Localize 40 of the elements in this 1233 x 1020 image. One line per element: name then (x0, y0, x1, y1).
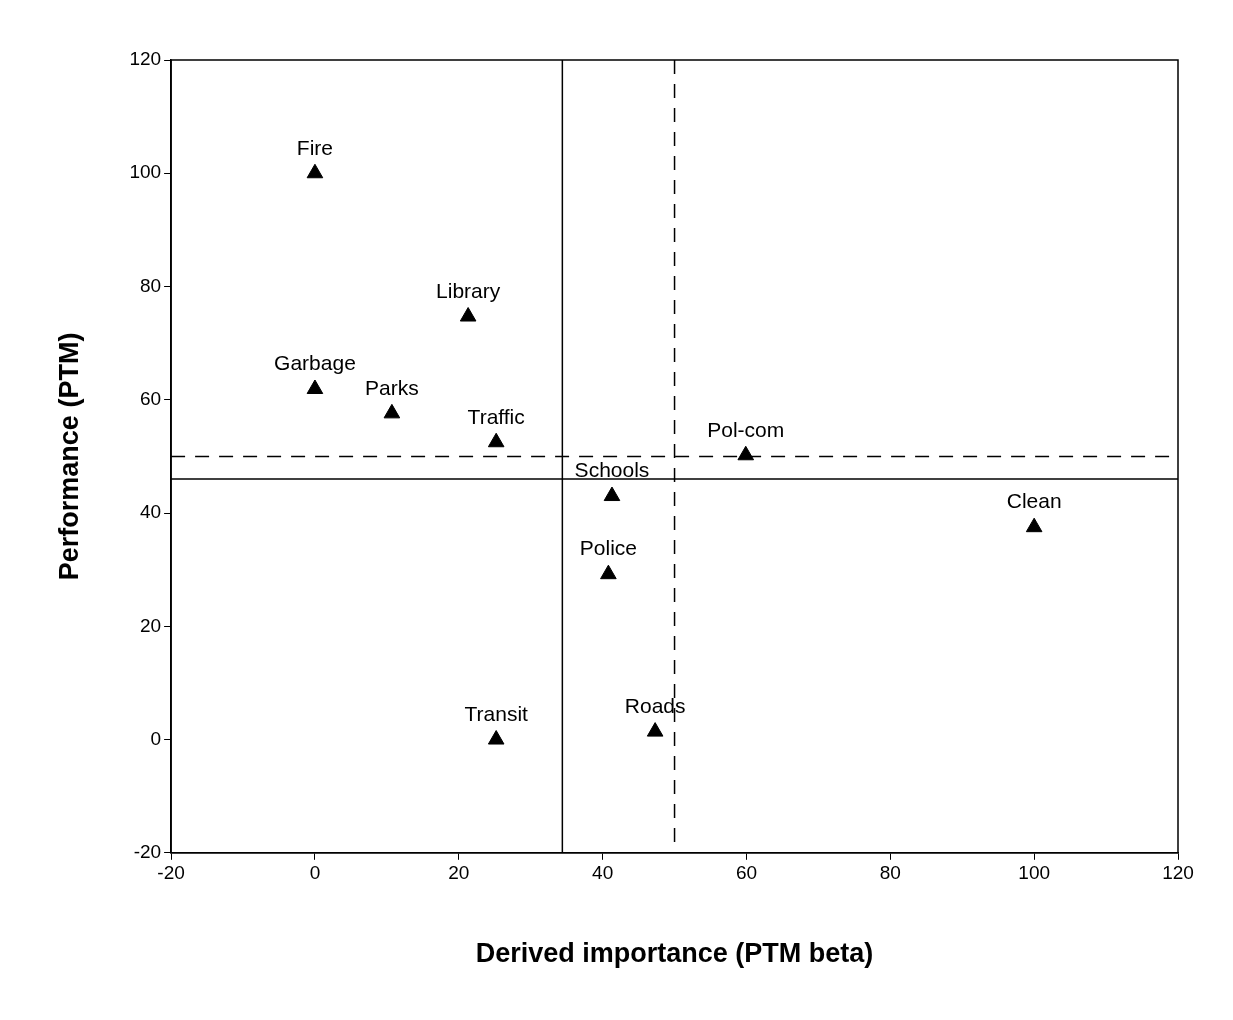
point (737, 445, 755, 461)
x-tick-label: 20 (448, 862, 470, 884)
annotation: Parks (365, 375, 419, 399)
point (1025, 517, 1043, 533)
y-tick-label: 120 (129, 48, 162, 70)
annotation: Traffic (467, 404, 525, 428)
x-tick-label: 120 (1162, 862, 1194, 884)
x-tick-label: 100 (1018, 862, 1051, 884)
annotation: Clean (1006, 489, 1062, 513)
annotation: Police (579, 536, 637, 560)
point (306, 163, 324, 179)
annotation: Roads (624, 693, 686, 717)
annotation: Library (436, 278, 501, 302)
y-tick-label: 80 (139, 274, 162, 296)
x-tick-label: 0 (309, 862, 321, 884)
y-tick-label: 40 (139, 501, 162, 523)
point (487, 730, 505, 745)
annotation: Garbage (274, 351, 356, 375)
x-axis-title: Derived importance (PTM beta) (475, 938, 874, 969)
y-tick-label: 60 (139, 388, 162, 410)
point (459, 307, 477, 322)
point (306, 379, 324, 395)
x-tick-label: 80 (879, 862, 901, 884)
x-tick-label: -20 (157, 862, 185, 884)
point (487, 432, 505, 448)
x-tick-label: 60 (735, 862, 758, 884)
point (383, 403, 401, 419)
annotation: Schools (574, 458, 650, 482)
x-tick-label: 40 (592, 862, 614, 884)
annotation: Pol-com (707, 417, 785, 441)
annotation: Transit (464, 701, 529, 725)
y-tick-label: 20 (139, 614, 162, 636)
point (646, 722, 664, 737)
point (603, 486, 621, 502)
y-tick-label: 0 (150, 727, 162, 749)
y-tick-label: -20 (133, 841, 162, 863)
y-axis-title: Performance (PTM) (53, 332, 84, 581)
y-tick-label: 100 (129, 161, 162, 183)
point (600, 564, 617, 580)
annotation: Fire (296, 135, 334, 159)
